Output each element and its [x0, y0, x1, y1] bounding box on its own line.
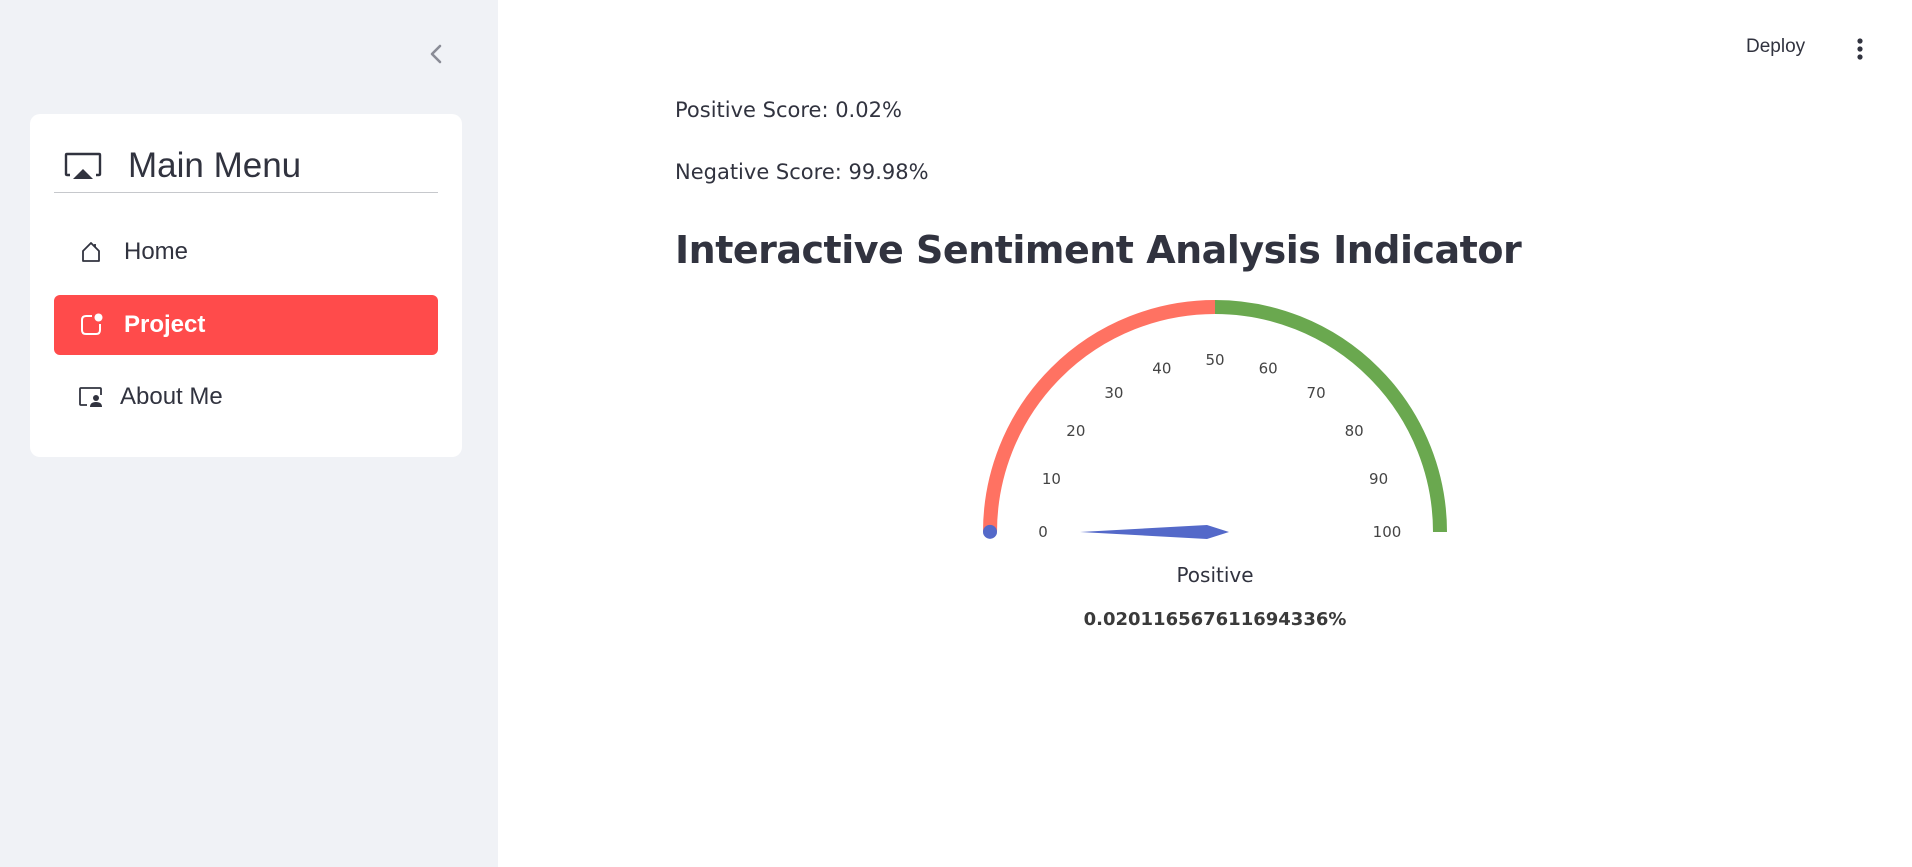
gauge-negative-band — [983, 300, 1216, 533]
chevron-left-icon — [430, 44, 442, 64]
menu-item-about-me[interactable]: About Me — [54, 367, 438, 427]
menu-item-label: About Me — [120, 383, 223, 410]
app-indicator-icon — [78, 312, 104, 338]
menu-header: Main Menu — [54, 140, 438, 193]
cast-icon — [64, 152, 102, 179]
sentiment-gauge: 0 10 20 30 40 50 60 70 80 90 100 Positive 0.020116… — [983, 300, 1447, 630]
gauge-needle — [1080, 525, 1229, 539]
negative-score-text: Negative Score: 99.98% — [675, 160, 929, 184]
person-video-icon — [78, 384, 104, 410]
gauge-positive-band — [1214, 300, 1447, 533]
option-menu: Main Menu Home Project — [30, 114, 462, 457]
main-menu-button[interactable] — [1848, 34, 1872, 64]
more-vertical-icon — [1857, 38, 1863, 60]
menu-item-home[interactable]: Home — [54, 222, 438, 282]
sidebar: Main Menu Home Project — [0, 0, 498, 867]
gauge-tick-label: 80 — [1345, 422, 1364, 440]
gauge-tick-label: 20 — [1066, 422, 1085, 440]
menu-item-label: Project — [124, 311, 206, 338]
gauge-tick-label: 70 — [1307, 384, 1326, 402]
gauge-tick-label: 0 — [1038, 523, 1048, 541]
gauge-tick-label: 40 — [1152, 359, 1171, 377]
gauge-label: Positive — [1176, 563, 1253, 587]
gauge-value-text: 0.020116567611694336% — [1084, 609, 1347, 630]
menu-title: Main Menu — [128, 146, 302, 185]
gauge-tick-label: 10 — [1042, 470, 1061, 488]
gauge-tick-label: 30 — [1104, 384, 1123, 402]
menu-item-project[interactable]: Project — [54, 295, 438, 355]
gauge-tick-label: 60 — [1259, 359, 1278, 377]
gauge-tick-label: 50 — [1205, 351, 1224, 369]
gauge-tick-label: 90 — [1369, 470, 1388, 488]
house-icon — [78, 239, 104, 265]
collapse-sidebar-button[interactable] — [424, 40, 448, 68]
deploy-button[interactable]: Deploy — [1746, 36, 1806, 57]
page-heading: Interactive Sentiment Analysis Indicator — [675, 228, 1522, 272]
gauge-tick-label: 100 — [1373, 523, 1402, 541]
gauge-needle-base — [983, 524, 998, 539]
menu-item-label: Home — [124, 238, 189, 265]
positive-score-text: Positive Score: 0.02% — [675, 98, 902, 122]
